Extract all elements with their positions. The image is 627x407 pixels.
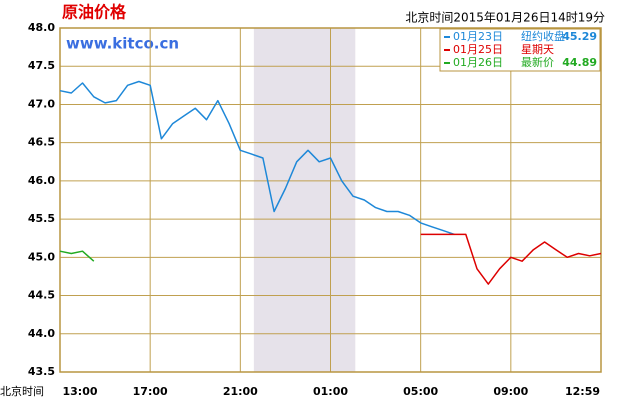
legend-note: 星期天	[521, 43, 554, 56]
legend-quote: 45.29	[562, 30, 597, 43]
x-tick-label: 17:00	[133, 385, 168, 398]
y-tick-label: 46.5	[28, 136, 55, 149]
plot-border	[59, 27, 602, 373]
y-tick-label: 45.5	[28, 212, 55, 225]
series-line	[59, 80, 455, 236]
x-tick-label: 21:00	[223, 385, 258, 398]
chart-title: 原油价格	[62, 3, 127, 22]
x-axis-label: 北京时间	[0, 384, 44, 398]
legend-note: 最新价	[521, 55, 554, 69]
y-tick-label: 46.0	[28, 174, 55, 187]
y-tick-label: 48.0	[28, 21, 55, 34]
shaded-session	[253, 28, 356, 372]
y-tick-label: 43.5	[28, 365, 55, 378]
y-tick-label: 45.0	[28, 250, 55, 263]
series-line	[420, 233, 602, 285]
y-tick-label: 47.5	[28, 59, 55, 72]
x-tick-label: 12:59	[565, 385, 600, 398]
series-line	[59, 250, 95, 262]
legend-label: 01月25日	[453, 43, 503, 56]
y-tick-label: 44.5	[28, 289, 55, 302]
legend-label: 01月26日	[453, 56, 503, 69]
legend-note: 纽约收盘	[521, 29, 565, 43]
x-tick-label: 09:00	[493, 385, 528, 398]
y-tick-label: 44.0	[28, 327, 55, 340]
y-tick-label: 47.0	[28, 97, 55, 110]
legend-box	[439, 28, 601, 72]
legend-label: 01月23日	[453, 30, 503, 43]
x-tick-label: 01:00	[313, 385, 348, 398]
x-tick-label: 05:00	[403, 385, 438, 398]
legend-quote: 44.89	[562, 56, 597, 69]
timestamp: 北京时间2015年01月26日14时19分	[405, 11, 605, 25]
site-url: www.kitco.cn	[66, 35, 179, 53]
x-tick-label: 13:00	[62, 385, 97, 398]
